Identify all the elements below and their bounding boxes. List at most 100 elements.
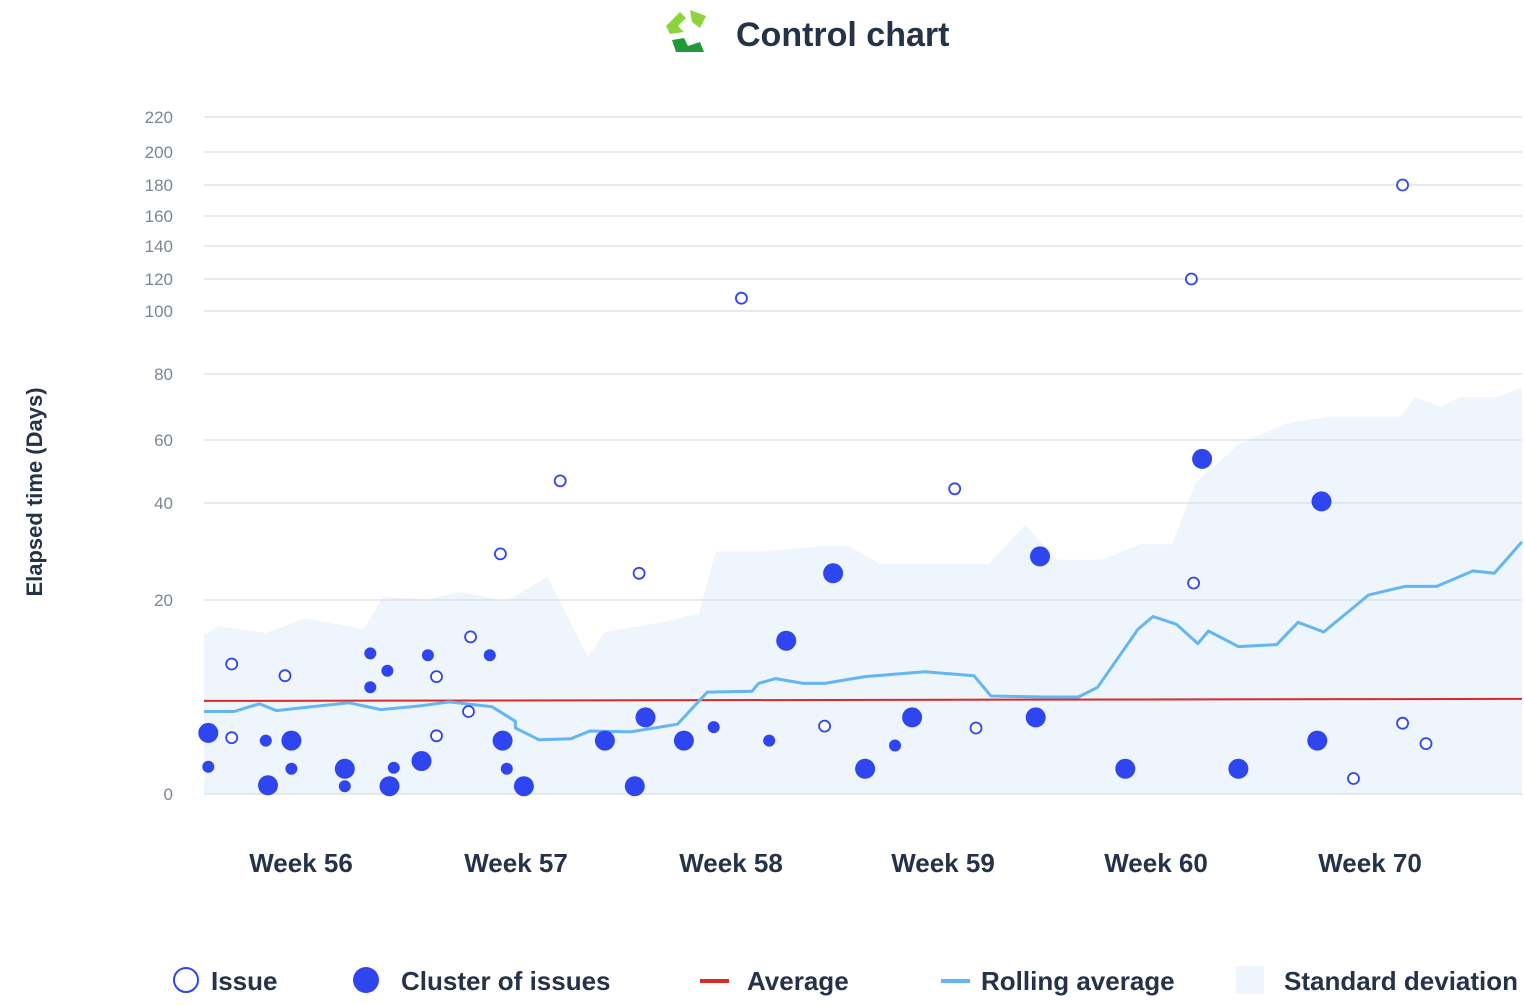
x-tick-label: Week 56: [249, 848, 353, 878]
average-line: [203, 697, 1523, 702]
cluster-point[interactable]: [513, 776, 534, 797]
issue-point[interactable]: [430, 729, 443, 743]
cluster-point[interactable]: [1311, 491, 1332, 512]
cluster-point[interactable]: [338, 780, 351, 793]
std-deviation-band: [204, 387, 1522, 794]
cluster-point[interactable]: [387, 761, 400, 774]
y-tick-label: 40: [154, 494, 173, 513]
x-tick-label: Week 70: [1318, 848, 1422, 878]
y-tick-label: 20: [154, 591, 173, 610]
cluster-point[interactable]: [258, 775, 278, 796]
y-tick-label: 220: [145, 108, 173, 127]
issue-point[interactable]: [948, 482, 962, 496]
data-points: [198, 178, 1433, 797]
cluster-point[interactable]: [198, 722, 219, 743]
cluster-point[interactable]: [902, 707, 923, 728]
y-tick-label: 100: [145, 302, 173, 321]
logo-shape-bottom: [672, 38, 704, 52]
chart-title: Control chart: [736, 16, 949, 54]
cluster-point[interactable]: [823, 563, 844, 584]
issue-point[interactable]: [632, 566, 646, 580]
cluster-point[interactable]: [1228, 758, 1249, 779]
average-line-layer: [203, 697, 1523, 702]
cluster-point[interactable]: [1030, 546, 1050, 567]
issue-point[interactable]: [1419, 737, 1433, 750]
issue-point[interactable]: [464, 630, 478, 644]
issue-point[interactable]: [225, 731, 239, 745]
y-axis-label: Elapsed time (Days): [22, 387, 47, 596]
y-tick-label: 120: [145, 270, 173, 289]
cluster-point[interactable]: [624, 776, 645, 797]
issue-point[interactable]: [1396, 178, 1409, 192]
issue-point[interactable]: [969, 721, 983, 735]
cluster-point[interactable]: [500, 762, 513, 775]
cluster-point[interactable]: [281, 730, 302, 751]
cluster-point[interactable]: [673, 730, 694, 751]
cluster-point[interactable]: [1307, 730, 1328, 751]
chart-header: Control chart: [666, 10, 949, 54]
rolling-average-line: [204, 540, 1524, 742]
legend-issue-label: Issue: [211, 966, 278, 996]
y-tick-label: 80: [154, 365, 173, 384]
legend-stddev-label: Standard deviation: [1284, 966, 1518, 996]
issue-point[interactable]: [462, 705, 475, 718]
y-tick-label: 0: [164, 785, 173, 804]
cluster-point[interactable]: [334, 758, 355, 779]
cluster-point[interactable]: [483, 649, 496, 662]
cluster-point[interactable]: [1115, 758, 1136, 779]
issue-point[interactable]: [818, 719, 831, 733]
issue-point[interactable]: [1347, 772, 1360, 785]
cluster-point[interactable]: [1192, 448, 1213, 469]
y-tick-label: 160: [145, 207, 173, 226]
cluster-point[interactable]: [202, 760, 215, 773]
logo-shape-right: [690, 10, 706, 28]
issue-point[interactable]: [553, 474, 567, 488]
legend-stddev-marker: [1236, 966, 1264, 994]
cluster-point[interactable]: [707, 721, 720, 734]
grid-lines: [204, 116, 1522, 795]
issue-point[interactable]: [278, 669, 292, 683]
legend-cluster-marker: [353, 967, 379, 993]
legend-rolling-label: Rolling average: [981, 966, 1175, 996]
cluster-point[interactable]: [855, 758, 876, 779]
cluster-point[interactable]: [594, 730, 615, 751]
y-tick-label: 140: [145, 237, 173, 256]
cluster-point[interactable]: [635, 707, 656, 728]
cluster-point[interactable]: [492, 730, 513, 751]
issue-point[interactable]: [1396, 716, 1409, 730]
logo-shape-left: [666, 12, 686, 34]
cluster-point[interactable]: [889, 739, 901, 752]
x-tick-label: Week 60: [1104, 848, 1208, 878]
cluster-point[interactable]: [421, 649, 434, 662]
cluster-point[interactable]: [763, 734, 776, 747]
y-tick-label: 60: [154, 431, 173, 450]
x-tick-label: Week 58: [679, 848, 783, 878]
legend-issue-marker: [173, 967, 199, 993]
legend-average-label: Average: [747, 966, 849, 996]
cluster-point[interactable]: [364, 647, 377, 660]
issue-point[interactable]: [430, 670, 443, 683]
app-logo-icon: [666, 10, 706, 52]
issue-point[interactable]: [1185, 272, 1198, 286]
cluster-point[interactable]: [381, 664, 394, 677]
issue-point[interactable]: [493, 547, 507, 561]
y-axis-ticks: 0 20 40 60 80 100 120 140 160 180 200 220: [145, 108, 173, 804]
cluster-point[interactable]: [285, 762, 298, 775]
cluster-point[interactable]: [259, 734, 272, 747]
cluster-point[interactable]: [379, 776, 400, 797]
cluster-point[interactable]: [411, 751, 432, 771]
cluster-point[interactable]: [364, 681, 377, 694]
legend: Issue Cluster of issues Average Rolling …: [173, 966, 1518, 996]
issue-point[interactable]: [735, 291, 748, 305]
issue-point[interactable]: [225, 657, 239, 671]
cluster-point[interactable]: [1025, 707, 1046, 728]
y-tick-label: 200: [145, 143, 173, 162]
x-axis-ticks: Week 56 Week 57 Week 58 Week 59 Week 60 Week …: [249, 848, 1422, 878]
x-tick-label: Week 57: [464, 848, 568, 878]
issue-point[interactable]: [1187, 576, 1200, 590]
y-tick-label: 180: [145, 176, 173, 195]
rolling-average-layer: [204, 540, 1524, 742]
cluster-point[interactable]: [776, 630, 797, 651]
